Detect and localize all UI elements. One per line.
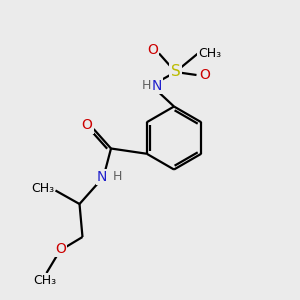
Text: S: S (171, 64, 180, 80)
Text: CH₃: CH₃ (33, 274, 57, 287)
Text: H: H (141, 79, 151, 92)
Text: CH₃: CH₃ (198, 47, 221, 60)
Text: N: N (152, 79, 162, 92)
Text: O: O (55, 242, 66, 256)
Text: CH₃: CH₃ (31, 182, 55, 195)
Text: N: N (97, 170, 107, 184)
Text: O: O (147, 43, 158, 57)
Text: O: O (200, 68, 210, 82)
Text: O: O (82, 118, 92, 132)
Text: H: H (113, 170, 123, 184)
